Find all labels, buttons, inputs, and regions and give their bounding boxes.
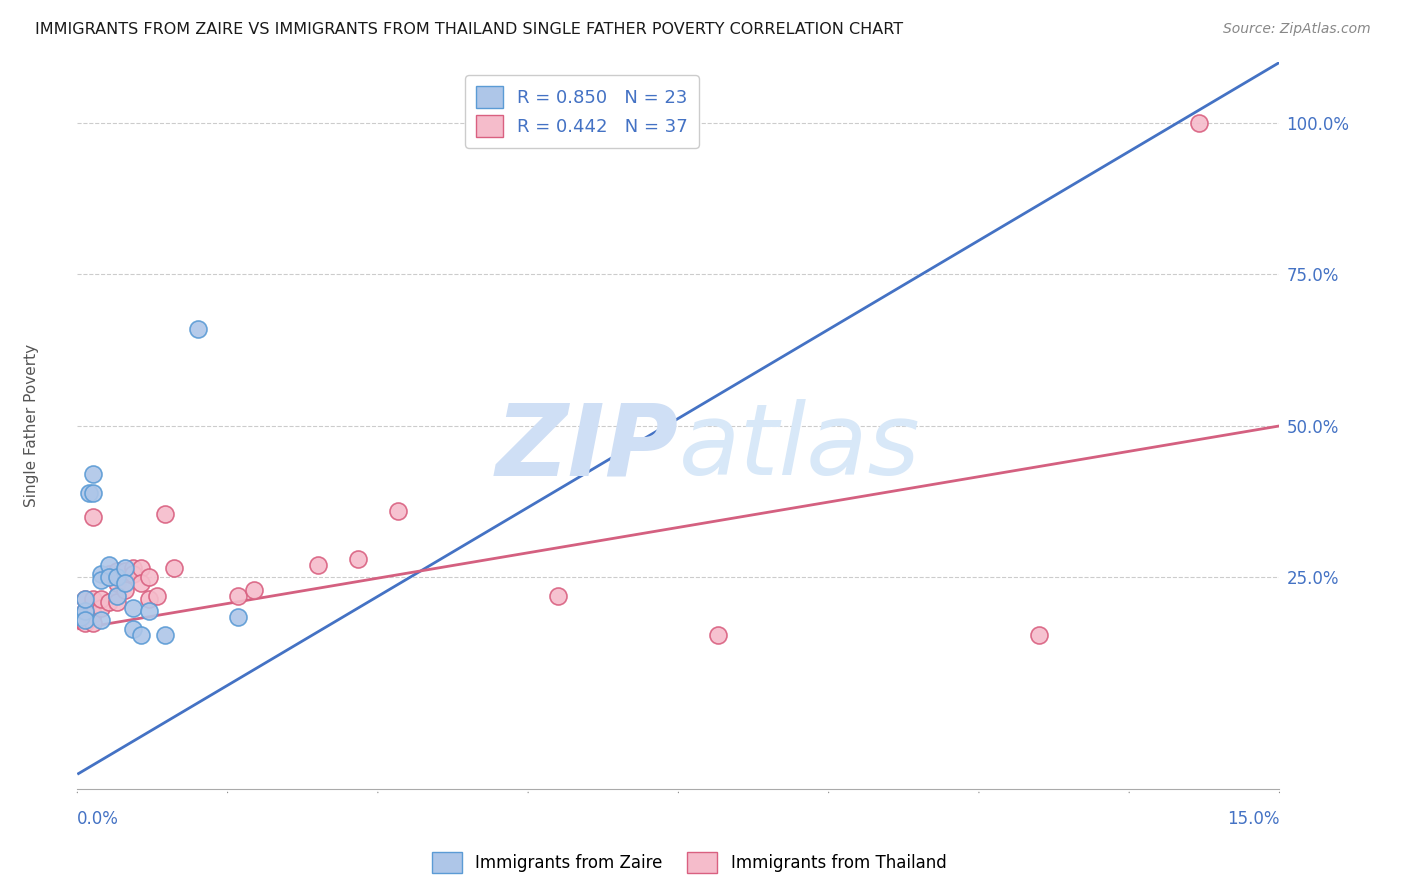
Point [122,622,145,636]
Point [107,594,129,608]
Point [98,594,121,608]
Point [707,628,730,642]
Point [114,561,136,575]
Point [107,589,129,603]
Point [90,600,112,615]
Point [107,570,129,584]
Point [138,604,160,618]
Point [82,509,104,524]
Point [138,570,160,584]
Point [114,565,136,579]
Point [347,552,370,566]
Point [131,576,153,591]
Point [131,561,153,575]
Point [82,467,104,482]
Point [82,485,104,500]
Point [146,589,169,603]
Point [70,613,93,627]
Text: 15.0%: 15.0% [1227,810,1279,828]
Point [90,613,112,627]
Point [107,565,129,579]
Point [70,609,93,624]
Point [75,615,97,630]
Point [82,615,104,630]
Point [155,507,177,521]
Point [226,609,249,624]
Point [75,604,97,618]
Point [75,613,97,627]
Legend: Immigrants from Zaire, Immigrants from Thailand: Immigrants from Zaire, Immigrants from T… [425,846,953,880]
Point [107,576,129,591]
Text: Source: ZipAtlas.com: Source: ZipAtlas.com [1223,22,1371,37]
Text: Single Father Poverty: Single Father Poverty [24,344,39,508]
Point [226,589,249,603]
Point [114,582,136,597]
Point [90,591,112,606]
Text: IMMIGRANTS FROM ZAIRE VS IMMIGRANTS FROM THAILAND SINGLE FATHER POVERTY CORRELAT: IMMIGRANTS FROM ZAIRE VS IMMIGRANTS FROM… [35,22,903,37]
Point [1188,116,1211,130]
Point [138,591,160,606]
Point [187,322,209,336]
Text: atlas: atlas [679,400,920,496]
Text: ZIP: ZIP [495,400,679,496]
Point [155,628,177,642]
Point [90,574,112,588]
Point [122,600,145,615]
Point [122,567,145,582]
Point [547,589,569,603]
Point [79,485,101,500]
Point [162,561,184,575]
Point [82,607,104,621]
Legend: R = 0.850   N = 23, R = 0.442   N = 37: R = 0.850 N = 23, R = 0.442 N = 37 [465,75,699,148]
Point [69,609,91,624]
Point [98,570,121,584]
Point [75,591,97,606]
Point [98,558,121,573]
Point [387,504,409,518]
Point [1028,628,1050,642]
Point [242,582,264,597]
Point [75,591,97,606]
Point [122,561,145,575]
Point [107,589,129,603]
Point [75,604,97,618]
Point [90,567,112,582]
Point [82,591,104,606]
Point [98,567,121,582]
Point [114,576,136,591]
Text: 0.0%: 0.0% [77,810,120,828]
Point [307,558,329,573]
Point [131,628,153,642]
